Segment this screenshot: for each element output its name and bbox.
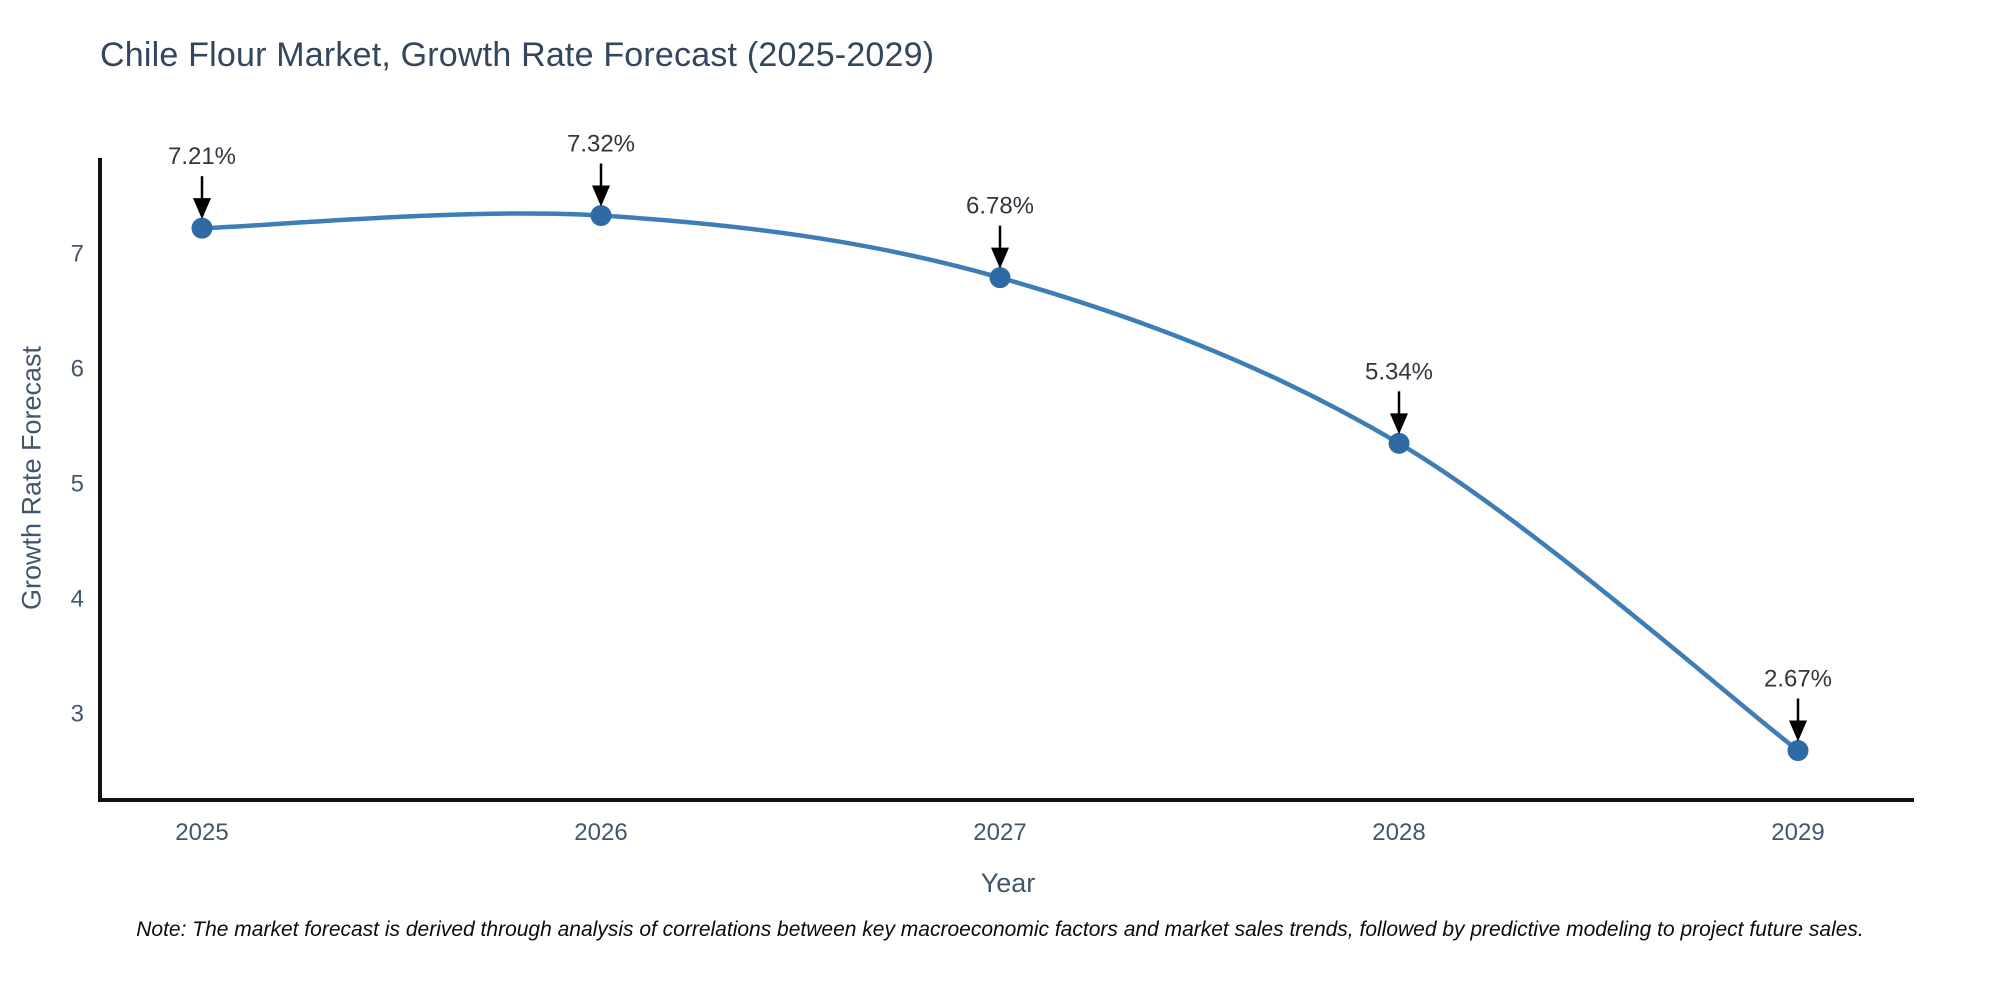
data-point [1787,740,1809,762]
y-tick-label: 5 [71,470,84,497]
x-tick-label: 2025 [175,819,228,846]
annotation-arrowhead [592,185,610,207]
y-tick-label: 3 [71,701,84,728]
y-tick-label: 4 [71,586,84,613]
annotation-arrowhead [193,198,211,220]
annotation-label: 6.78% [966,193,1034,220]
chart-title: Chile Flour Market, Growth Rate Forecast… [100,36,935,74]
annotation-label: 2.67% [1764,666,1832,693]
y-tick-label: 6 [71,355,84,382]
annotation-label: 7.32% [567,131,635,158]
x-tick-label: 2029 [1771,819,1824,846]
annotation-label: 5.34% [1365,358,1433,385]
x-tick-label: 2027 [973,819,1026,846]
x-tick-label: 2028 [1372,819,1425,846]
y-tick-label: 7 [71,240,84,267]
annotation-arrowhead [1390,413,1408,435]
data-point [1388,432,1410,454]
x-tick-label: 2026 [574,819,627,846]
forecast-line [201,211,1800,753]
annotation-arrowhead [991,247,1009,269]
data-point [989,267,1011,289]
annotation-arrowhead [1789,720,1807,742]
data-point [590,205,612,227]
x-axis-title: Year [980,868,1036,898]
footnote: Note: The market forecast is derived thr… [136,918,1864,941]
data-point [191,217,213,239]
annotation-label: 7.21% [168,143,236,170]
